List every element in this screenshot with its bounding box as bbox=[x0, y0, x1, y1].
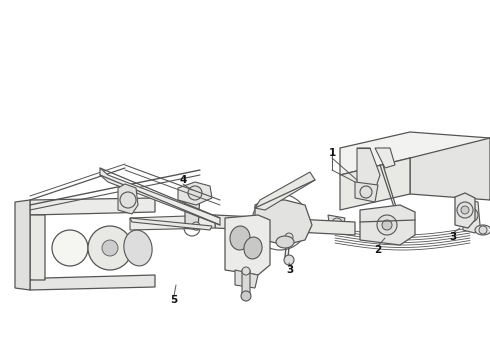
Polygon shape bbox=[357, 148, 380, 190]
Text: 1: 1 bbox=[328, 148, 336, 158]
Circle shape bbox=[188, 186, 202, 200]
Polygon shape bbox=[118, 184, 138, 214]
Polygon shape bbox=[375, 148, 395, 168]
Ellipse shape bbox=[244, 237, 262, 259]
Circle shape bbox=[102, 240, 118, 256]
Polygon shape bbox=[215, 215, 355, 235]
Polygon shape bbox=[235, 270, 258, 288]
Circle shape bbox=[120, 192, 136, 208]
Circle shape bbox=[464, 208, 478, 222]
Polygon shape bbox=[130, 215, 215, 230]
Polygon shape bbox=[463, 200, 480, 233]
Circle shape bbox=[382, 220, 392, 230]
Text: 5: 5 bbox=[171, 295, 178, 305]
Polygon shape bbox=[255, 172, 315, 210]
Circle shape bbox=[360, 186, 372, 198]
Polygon shape bbox=[455, 193, 475, 228]
Ellipse shape bbox=[475, 225, 490, 235]
Circle shape bbox=[52, 230, 88, 266]
Ellipse shape bbox=[124, 230, 152, 266]
Polygon shape bbox=[255, 200, 312, 245]
Circle shape bbox=[457, 202, 473, 218]
Polygon shape bbox=[30, 275, 155, 290]
Polygon shape bbox=[130, 218, 212, 230]
Text: 3: 3 bbox=[449, 232, 457, 242]
Circle shape bbox=[332, 218, 342, 228]
Circle shape bbox=[377, 215, 397, 235]
Polygon shape bbox=[100, 168, 220, 225]
Polygon shape bbox=[340, 158, 410, 210]
Polygon shape bbox=[355, 182, 378, 202]
Circle shape bbox=[242, 267, 250, 275]
Circle shape bbox=[241, 291, 251, 301]
Circle shape bbox=[479, 226, 487, 234]
Circle shape bbox=[285, 233, 293, 241]
Circle shape bbox=[192, 222, 200, 230]
Polygon shape bbox=[242, 270, 250, 298]
Ellipse shape bbox=[230, 226, 250, 250]
Text: 3: 3 bbox=[286, 265, 294, 275]
Circle shape bbox=[468, 212, 474, 218]
Polygon shape bbox=[360, 205, 415, 245]
Circle shape bbox=[284, 255, 294, 265]
Polygon shape bbox=[328, 215, 345, 232]
Polygon shape bbox=[185, 194, 200, 230]
Polygon shape bbox=[178, 182, 212, 205]
Circle shape bbox=[88, 226, 132, 270]
Ellipse shape bbox=[276, 236, 294, 248]
Polygon shape bbox=[15, 200, 30, 290]
Polygon shape bbox=[225, 215, 270, 275]
Polygon shape bbox=[410, 138, 490, 200]
Polygon shape bbox=[30, 198, 155, 215]
Text: 4: 4 bbox=[179, 175, 187, 185]
Text: 2: 2 bbox=[374, 245, 382, 255]
Circle shape bbox=[461, 206, 469, 214]
Polygon shape bbox=[30, 215, 45, 282]
Polygon shape bbox=[340, 132, 490, 175]
